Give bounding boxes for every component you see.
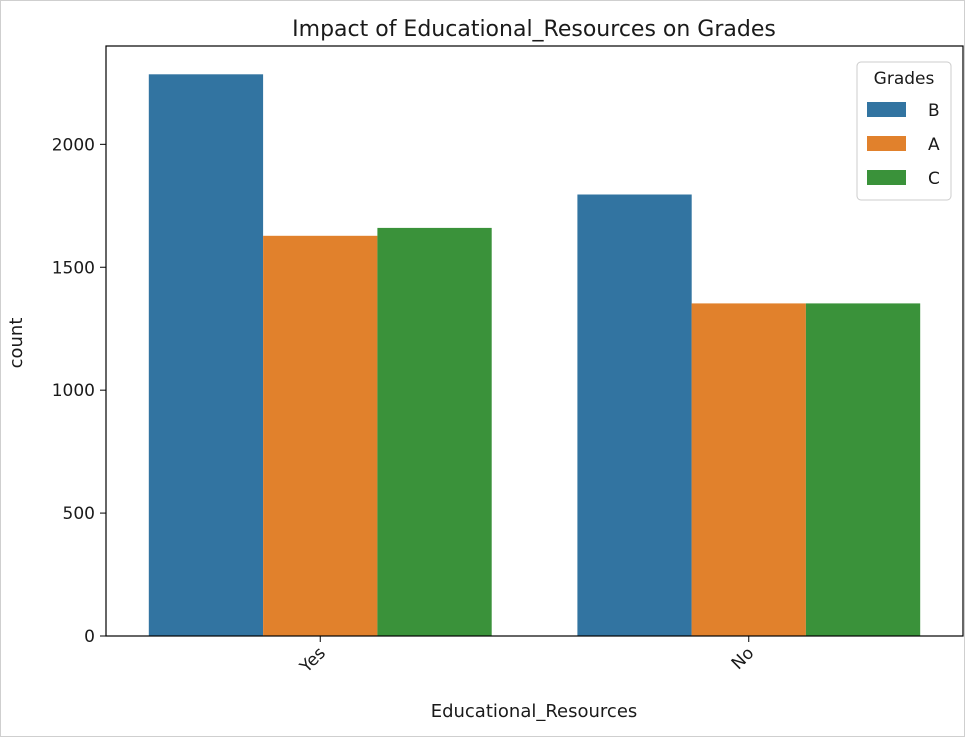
legend-swatch-A <box>867 136 906 151</box>
bar-C-Yes <box>377 227 492 636</box>
legend: Grades BAC <box>856 61 952 201</box>
y-tick-label: 2000 <box>52 135 95 155</box>
x-tick-label: Yes <box>296 643 330 677</box>
y-tick-label: 1000 <box>52 381 95 401</box>
y-tick-label: 0 <box>84 627 95 647</box>
y-axis-label: count <box>6 318 27 369</box>
legend-swatch-C <box>867 170 906 185</box>
y-tick-label: 1500 <box>52 258 95 278</box>
legend-items: BAC <box>867 101 940 189</box>
legend-label-B: B <box>928 101 940 121</box>
legend-title: Grades <box>874 69 935 89</box>
x-axis-label: Educational_Resources <box>431 701 638 722</box>
bar-B-No <box>577 194 692 636</box>
bar-A-No <box>691 303 806 636</box>
bar-A-Yes <box>263 235 378 637</box>
plot-area: Yes No 0 500 1000 1500 2000 <box>52 45 964 678</box>
legend-label-A: A <box>928 135 940 155</box>
bar-B-Yes <box>148 74 264 637</box>
x-tick-label: No <box>728 643 758 673</box>
bar-C-No <box>805 303 921 636</box>
plot-spines <box>105 45 964 637</box>
chart-title: Impact of Educational_Resources on Grade… <box>292 17 776 42</box>
legend-box <box>856 61 952 201</box>
legend-label-C: C <box>928 169 940 189</box>
y-tick-label: 500 <box>63 504 95 524</box>
legend-swatch-B <box>867 102 906 117</box>
